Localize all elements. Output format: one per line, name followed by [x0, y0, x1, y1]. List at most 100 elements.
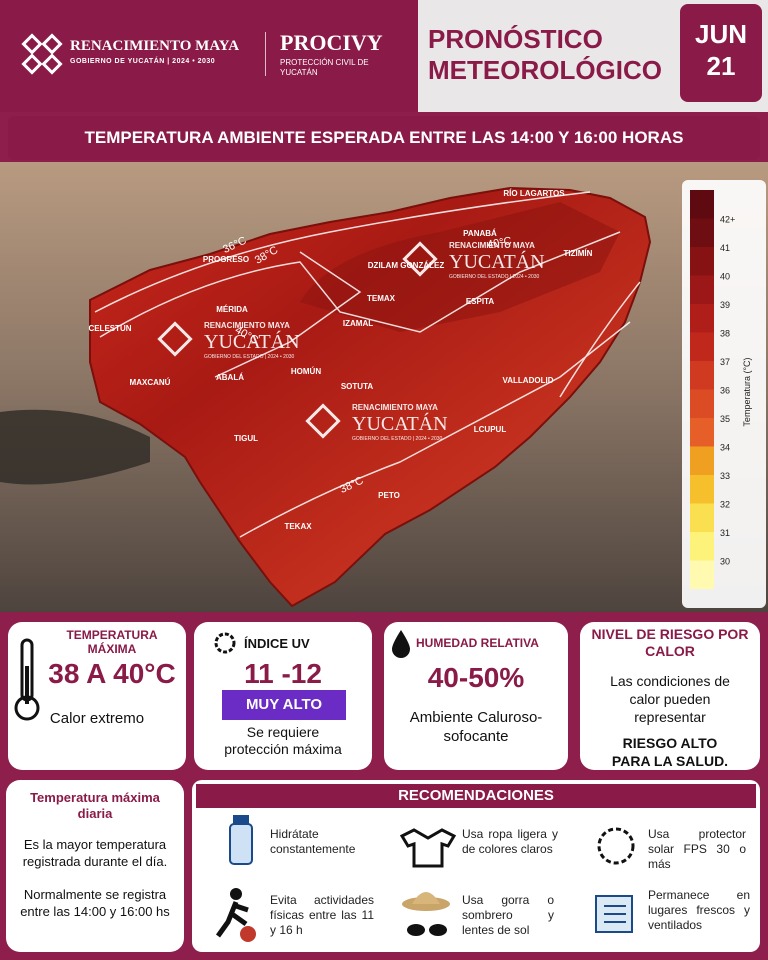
date-box: JUN 21: [680, 4, 762, 102]
colorbar-band: [690, 190, 714, 219]
title-line: PRONÓSTICO: [428, 24, 603, 54]
colorbar-band: [690, 304, 714, 333]
place-label: RÍO LAGARTOS: [503, 189, 565, 198]
recommendation: Permanece en lugares frescos y ventilado…: [648, 888, 750, 932]
recommendation: Usa gorra o sombrero y lentes de sol: [462, 893, 554, 937]
colorbar-band: [690, 560, 714, 589]
brand-logo: [21, 33, 63, 75]
header-brand-panel: [0, 0, 418, 112]
watermark-line: GOBIERNO DEL ESTADO | 2024 • 2030: [352, 436, 443, 442]
recommendations-box: RECOMENDACIONES: [192, 780, 760, 952]
watermark-logo: [305, 403, 341, 439]
card-uv: ÍNDICE UV 11 -12 MUY ALTO Se requiere pr…: [194, 622, 372, 770]
thermometer-icon: [14, 638, 40, 721]
place-label: LCUPUL: [474, 425, 507, 434]
colorbar-band: [690, 475, 714, 504]
watermark-logo: [157, 321, 193, 357]
watermark-line: YUCATÁN: [204, 330, 300, 353]
definition-text: Normalmente se registra entre las 14:00 …: [20, 887, 170, 919]
card-value: 11 -12: [244, 658, 322, 689]
definition-text: Es la mayor temperatura registrada duran…: [22, 837, 168, 869]
colorbar-tick: 40: [720, 272, 730, 282]
card-risk: NIVEL DE RIESGO POR CALOR Las condicione…: [580, 622, 760, 770]
card-note: Se requiere protección máxima: [224, 724, 342, 757]
recommendation: Hidrátate constantemente: [270, 827, 356, 856]
card-humidity: HUMEDAD RELATIVA 40-50% Ambiente Caluros…: [384, 622, 568, 770]
colorbar-tick: 30: [720, 557, 730, 567]
place-label: PETO: [378, 491, 400, 500]
title-line: METEOROLÓGICO: [428, 55, 662, 85]
colorbar-title: Temperatura (°C): [742, 357, 752, 426]
place-label: ABALÁ: [216, 373, 244, 382]
place-label: TIZIMÍN: [564, 249, 593, 258]
card-title: ÍNDICE UV: [244, 636, 310, 651]
recommendation: Usa ropa ligera y de colores claros: [462, 827, 558, 856]
month: JUN: [694, 19, 747, 49]
isotherm-lines: [94, 191, 641, 538]
brand-years: 2024 • 2030: [172, 58, 216, 65]
drop-icon: [392, 630, 410, 658]
agency-name: PROCIVY: [280, 30, 383, 55]
place-label: IZAMAL: [343, 319, 373, 328]
colorbar-band: [690, 247, 714, 276]
colorbar-band: [690, 446, 714, 475]
recommendations-title: RECOMENDACIONES: [196, 784, 756, 808]
place-label: PROGRESO: [203, 255, 249, 264]
colorbar-tick: 34: [720, 443, 730, 453]
watermark-line: RENACIMIENTO MAYA: [352, 403, 438, 412]
place-label: CELESTÚN: [88, 324, 131, 333]
recommendation: Usa protector solar FPS 30 o más: [648, 827, 746, 871]
watermark-logo: [402, 241, 438, 277]
place-label: VALLADOLID: [503, 376, 554, 385]
uv-badge: MUY ALTO: [222, 690, 346, 720]
colorbar-tick: 36: [720, 386, 730, 396]
place-label: TEKAX: [284, 522, 312, 531]
watermark-line: YUCATÁN: [449, 250, 545, 273]
day: 21: [706, 51, 736, 81]
card-note: Ambiente Caluroso-sofocante: [409, 709, 543, 745]
page-title: PRONÓSTICO METEOROLÓGICO: [428, 24, 662, 86]
card-note: Calor extremo: [49, 710, 145, 727]
colorbar-band: [690, 361, 714, 390]
colorbar-tick: 42+: [720, 215, 735, 225]
card-text: Las condiciones de calor pueden represen…: [610, 673, 730, 725]
colorbar-tick: 33: [720, 471, 730, 481]
place-label: MAXCANÚ: [130, 378, 171, 387]
place-label: HOMÚN: [291, 367, 321, 376]
definition-title: Temperatura máxima diaria: [30, 790, 160, 821]
watermark-line: GOBIERNO DEL ESTADO | 2024 • 2030: [204, 354, 295, 360]
isotherm-label: 40°C: [486, 235, 512, 251]
colorbar-band: [690, 389, 714, 418]
colorbar-band: [690, 332, 714, 361]
banner: TEMPERATURA AMBIENTE ESPERADA ENTRE LAS …: [8, 116, 760, 160]
place-label: DZILAM GONZÁLEZ: [368, 261, 445, 270]
brand-gov: GOBIERNO DE YUCATÁN: [70, 58, 165, 65]
agency-sub: PROTECCIÓN CIVIL DE YUCATÁN: [280, 58, 369, 77]
colorbar-tick: 39: [720, 300, 730, 310]
brand-name: RENACIMIENTO MAYA: [70, 38, 240, 54]
colorbar-band: [690, 275, 714, 304]
colorbar-band: [690, 218, 714, 247]
colorbar-band: [690, 532, 714, 561]
place-label: TIGUL: [234, 434, 258, 443]
card-max-temp: TEMPERATURA MÁXIMA 38 A 40°C Calor extre…: [8, 622, 186, 770]
colorbar-tick: 41: [720, 243, 730, 253]
recommendation: Evita actividades físicas entre las 11 y…: [270, 893, 374, 937]
place-label: MÉRIDA: [216, 305, 248, 314]
colorbar-band: [690, 503, 714, 532]
separator: [265, 32, 266, 76]
sun-icon: [214, 632, 236, 654]
watermark-line: YUCATÁN: [352, 412, 448, 435]
watermark-line: RENACIMIENTO MAYA: [449, 241, 535, 250]
card-strong: RIESGO ALTO PARA LA SALUD.: [611, 735, 729, 769]
place-label: TEMAX: [367, 294, 396, 303]
card-title: TEMPERATURA MÁXIMA: [66, 628, 158, 656]
card-title: HUMEDAD RELATIVA: [416, 636, 539, 650]
colorbar-tick: 31: [720, 528, 730, 538]
